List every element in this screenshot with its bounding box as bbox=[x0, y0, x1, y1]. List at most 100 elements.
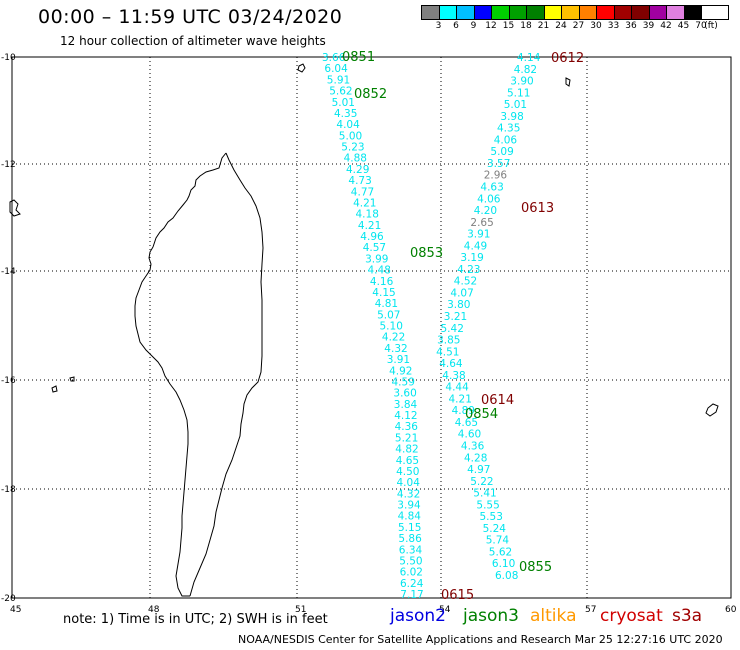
wave-height-value: 4.04 bbox=[397, 477, 421, 489]
wave-height-value: 5.62 bbox=[329, 86, 352, 98]
wave-height-value: 4.07 bbox=[450, 288, 473, 300]
x-tick-label: 57 bbox=[585, 605, 596, 615]
time-label: 0855 bbox=[519, 560, 552, 575]
wave-height-value: 4.35 bbox=[334, 108, 357, 120]
x-tick-label: 54 bbox=[439, 605, 451, 615]
axis-tick-labels: 45 48 51 54 57 60 -10 -12 -14 -16 -18 -20 bbox=[1, 53, 737, 615]
credit-line: NOAA/NESDIS Center for Satellite Applica… bbox=[238, 633, 723, 646]
wave-height-value: 2.65 bbox=[470, 217, 493, 229]
time-label: 0852 bbox=[354, 87, 387, 102]
time-label: 0614 bbox=[481, 393, 514, 408]
legend-swatch bbox=[562, 6, 580, 19]
legend-swatch bbox=[632, 6, 650, 19]
y-tick-label: -16 bbox=[1, 376, 16, 386]
x-tick-label: 48 bbox=[148, 605, 160, 615]
wave-height-value: 4.22 bbox=[382, 332, 405, 344]
wave-height-value: 4.14 bbox=[517, 52, 541, 64]
wave-height-value: 4.16 bbox=[370, 276, 394, 288]
small-island-2 bbox=[565, 77, 571, 87]
legend-swatch bbox=[457, 6, 475, 19]
chart-subtitle: 12 hour collection of altimeter wave hei… bbox=[60, 34, 326, 48]
wave-height-value: 4.38 bbox=[442, 370, 465, 382]
wave-height-value: 5.15 bbox=[398, 522, 421, 534]
legend-tick-labels: 3 6 9 12 15 18 21 24 27 30 33 36 39 42 45 70 (ft) bbox=[421, 20, 729, 32]
wave-height-value: 4.73 bbox=[348, 175, 371, 187]
grid-lines bbox=[12, 57, 731, 598]
legend-swatch bbox=[492, 6, 510, 19]
wave-height-value: 4.59 bbox=[392, 376, 415, 388]
legend-swatch bbox=[474, 6, 492, 19]
legend-tick-label: 18 bbox=[520, 21, 532, 31]
wave-height-value: 4.50 bbox=[396, 466, 419, 478]
legend-tick-label: 30 bbox=[590, 21, 602, 31]
legend-swatch bbox=[544, 6, 562, 19]
jason3-track-a: 3.666.045.915.625.014.354.045.005.234.88… bbox=[322, 52, 424, 601]
wave-height-value: 4.64 bbox=[439, 358, 463, 370]
wave-height-value: 4.51 bbox=[436, 346, 459, 358]
wave-height-value: 6.04 bbox=[324, 63, 348, 75]
legend-swatch bbox=[579, 6, 597, 19]
wave-height-value: 4.49 bbox=[464, 240, 487, 252]
legend-swatch bbox=[667, 6, 685, 19]
time-label: 0612 bbox=[551, 51, 584, 66]
wave-height-value: 7.17 bbox=[400, 589, 423, 601]
legend-tick-label: 15 bbox=[502, 21, 515, 31]
wave-height-color-legend: 3 6 9 12 15 18 21 24 27 30 33 36 39 42 45 70 (ft) bbox=[421, 5, 729, 32]
legend-swatch bbox=[597, 6, 615, 19]
wave-height-value: 4.57 bbox=[363, 242, 386, 254]
wave-height-value: 3.91 bbox=[387, 354, 410, 366]
legend-swatch bbox=[649, 6, 667, 19]
legend-tick-label: 39 bbox=[642, 21, 655, 31]
wave-height-value: 4.63 bbox=[480, 182, 503, 194]
time-label: 0854 bbox=[465, 407, 498, 422]
legend-tick-label: (ft) bbox=[704, 21, 718, 31]
wave-height-value: 4.84 bbox=[398, 511, 422, 523]
wave-height-value: 4.97 bbox=[467, 464, 490, 476]
wave-height-value: 6.02 bbox=[400, 567, 423, 579]
wave-height-value: 4.06 bbox=[477, 193, 501, 205]
wave-height-value: 5.01 bbox=[504, 99, 527, 111]
y-tick-label: -12 bbox=[1, 160, 16, 170]
wave-height-value: 4.28 bbox=[464, 452, 487, 464]
wave-height-value: 4.20 bbox=[474, 205, 497, 217]
x-tick-label: 45 bbox=[10, 605, 21, 615]
satellite-label-altika: altika bbox=[530, 606, 577, 626]
wave-height-value: 6.08 bbox=[495, 570, 518, 582]
legend-tick-label: 70 bbox=[695, 21, 707, 31]
legend-swatch bbox=[509, 6, 527, 19]
wave-height-value: 4.44 bbox=[445, 382, 469, 394]
wave-height-value: 4.36 bbox=[461, 441, 485, 453]
legend-tick-label: 27 bbox=[572, 21, 585, 31]
legend-tick-label: 6 bbox=[453, 21, 459, 31]
satellite-label-s3a: s3a bbox=[672, 606, 703, 626]
wave-height-value: 5.09 bbox=[490, 146, 513, 158]
wave-height-value: 4.65 bbox=[455, 417, 478, 429]
wave-height-value: 3.19 bbox=[460, 252, 483, 264]
wave-height-value: 5.24 bbox=[483, 523, 507, 535]
wave-height-value: 5.22 bbox=[470, 476, 493, 488]
legend-tick-label: 45 bbox=[677, 21, 690, 31]
x-tick-label: 51 bbox=[295, 605, 306, 615]
wave-height-value: 3.80 bbox=[447, 299, 470, 311]
wave-height-value: 4.06 bbox=[494, 134, 518, 146]
wave-height-value: 4.92 bbox=[389, 365, 412, 377]
wave-height-value: 3.57 bbox=[487, 158, 510, 170]
time-label: 0853 bbox=[410, 246, 443, 261]
wave-height-value: 4.88 bbox=[344, 153, 367, 165]
plot-frame bbox=[11, 56, 732, 599]
wave-height-value: 4.82 bbox=[514, 64, 537, 76]
legend-swatch bbox=[527, 6, 545, 19]
wave-height-value: 5.07 bbox=[377, 309, 400, 321]
wave-height-value: 5.41 bbox=[473, 488, 496, 500]
legend-swatch bbox=[684, 6, 702, 19]
cryosat-track-b: 4.144.823.905.115.013.984.354.065.093.57… bbox=[436, 52, 541, 582]
wave-height-value: 3.21 bbox=[444, 311, 467, 323]
time-label: 0615 bbox=[441, 588, 474, 603]
wave-height-value: 5.42 bbox=[441, 323, 464, 335]
legend-swatch bbox=[614, 6, 632, 19]
legend-tick-label: 36 bbox=[625, 21, 637, 31]
wave-height-value: 3.98 bbox=[500, 111, 523, 123]
wave-height-value: 4.21 bbox=[358, 220, 381, 232]
wave-height-value: 5.91 bbox=[327, 74, 350, 86]
wave-height-value: 4.32 bbox=[397, 488, 420, 500]
